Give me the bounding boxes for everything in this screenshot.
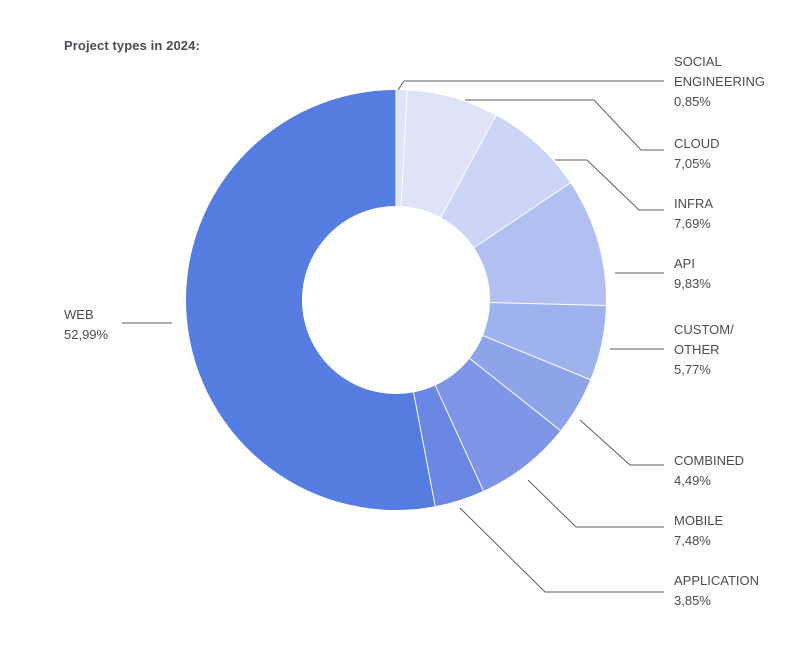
- slice-value-web: 52,99%: [64, 327, 109, 342]
- leader-line-combined: [579, 419, 664, 466]
- slice-value-application: 3,85%: [674, 593, 711, 608]
- slices-group: [185, 90, 606, 510]
- slice-value-api: 9,83%: [674, 276, 711, 291]
- leader-line-infra: [555, 159, 664, 211]
- slice-value-custom-other: 5,77%: [674, 362, 711, 377]
- slice-social-engineering: [396, 90, 408, 207]
- slice-infra: [440, 115, 571, 248]
- slice-value-infra: 7,69%: [674, 216, 711, 231]
- slice-api: [474, 182, 606, 306]
- slice-label-custom-other-line-2: OTHER: [674, 342, 720, 357]
- leader-lines-group: [122, 80, 664, 593]
- leader-line-social-engineering: [397, 80, 664, 91]
- leader-line-mobile: [527, 479, 664, 528]
- slice-separator: [473, 182, 571, 249]
- slice-web: [185, 90, 436, 510]
- slice-custom-other: [482, 302, 606, 380]
- slice-separator: [469, 358, 561, 431]
- slice-value-mobile: 7,48%: [674, 533, 711, 548]
- slice-label-social-engineering-line-1: SOCIAL: [674, 54, 722, 69]
- slice-value-cloud: 7,05%: [674, 156, 711, 171]
- slice-combined: [469, 335, 591, 431]
- slice-separator: [440, 115, 497, 218]
- slice-separator: [400, 90, 408, 207]
- leader-line-application: [459, 507, 664, 593]
- slice-label-web: WEB: [64, 307, 94, 322]
- slice-mobile: [435, 358, 561, 491]
- slice-separator: [434, 385, 484, 492]
- slice-label-custom-other-line-1: CUSTOM/: [674, 322, 734, 337]
- slice-separator: [482, 335, 591, 381]
- slice-label-api: API: [674, 256, 695, 271]
- slice-separator: [413, 392, 436, 507]
- slice-label-application: APPLICATION: [674, 573, 759, 588]
- leader-line-cloud: [465, 99, 664, 151]
- slice-value-combined: 4,49%: [674, 473, 711, 488]
- slice-label-combined: COMBINED: [674, 453, 744, 468]
- slice-value-social-engineering: 0,85%: [674, 94, 711, 109]
- labels-group: SOCIAL ENGINEERING 0,85% CLOUD 7,05% INFRA 7,6…: [64, 54, 765, 608]
- slice-label-social-engineering-line-2: ENGINEERING: [674, 74, 765, 89]
- slice-cloud: [401, 90, 497, 218]
- slice-application: [413, 385, 484, 507]
- chart-title: Project types in 2024:: [64, 38, 200, 53]
- slice-label-cloud: CLOUD: [674, 136, 720, 151]
- slice-separator: [489, 301, 606, 307]
- slice-label-mobile: MOBILE: [674, 513, 723, 528]
- slice-label-infra: INFRA: [674, 196, 713, 211]
